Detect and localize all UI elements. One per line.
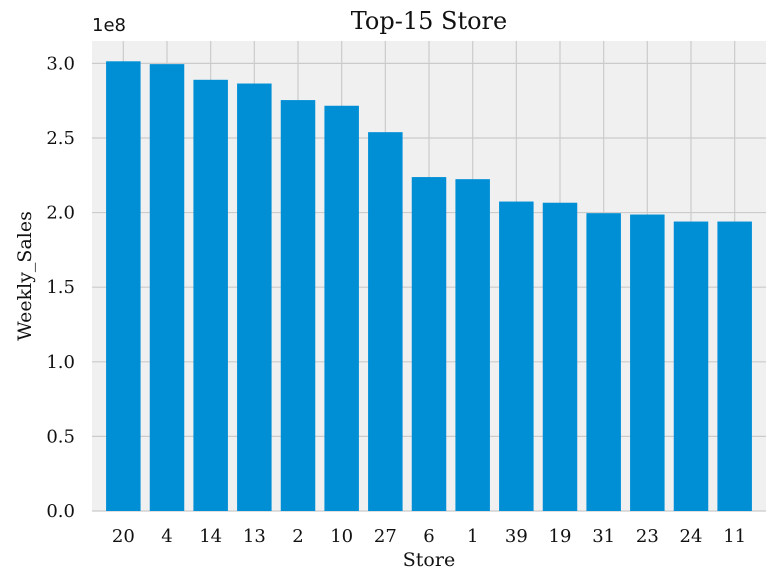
chart-title: Top-15 Store: [351, 7, 507, 35]
bar-store-31: [586, 213, 621, 511]
x-tick-label: 2: [292, 526, 303, 547]
y-axis-ticks: 0.0 0.5 1.0 1.5 2.0 2.5 3.0: [46, 53, 75, 522]
x-tick-label: 4: [161, 526, 172, 547]
bar-store-23: [630, 214, 665, 511]
bar-store-2: [280, 100, 316, 511]
x-axis-ticks: 20 4 14 13 2 10 27 6 1 39 19 31 23 24 11: [112, 526, 746, 547]
x-tick-label: 1: [467, 526, 478, 547]
x-tick-label: 24: [680, 526, 703, 547]
x-tick-label: 6: [423, 526, 434, 547]
bar-store-1: [455, 179, 490, 511]
y-tick-label: 2.5: [46, 128, 75, 149]
bar-store-10: [324, 105, 359, 511]
x-tick-label: 20: [112, 526, 135, 547]
bar-store-4: [149, 64, 185, 511]
x-tick-label: 19: [549, 526, 572, 547]
y-tick-label: 3.0: [46, 53, 75, 74]
bar-store-20: [106, 61, 141, 512]
y-tick-label: 1.5: [46, 277, 75, 298]
x-tick-label: 23: [636, 526, 659, 547]
bar-store-39: [499, 201, 534, 512]
x-tick-label: 11: [723, 526, 746, 547]
bars: [106, 61, 752, 512]
y-axis-offset-label: 1e8: [92, 15, 126, 36]
bar-store-11: [717, 221, 752, 512]
x-axis-label: Store: [403, 549, 455, 570]
y-axis-label: Weekly_Sales: [14, 211, 36, 341]
x-tick-label: 14: [199, 526, 222, 547]
x-tick-label: 10: [330, 526, 353, 547]
y-tick-label: 0.5: [46, 426, 75, 447]
y-tick-label: 1.0: [46, 352, 75, 373]
bar-store-6: [411, 177, 447, 512]
x-tick-label: 13: [243, 526, 266, 547]
x-tick-label: 31: [592, 526, 615, 547]
bar-store-14: [193, 79, 228, 512]
x-tick-label: 27: [374, 526, 397, 547]
x-tick-label: 39: [505, 526, 528, 547]
y-tick-label: 2.0: [46, 203, 75, 224]
bar-store-13: [237, 83, 272, 512]
bar-store-27: [368, 132, 403, 511]
y-tick-label: 0.0: [46, 501, 75, 522]
bar-store-24: [673, 221, 709, 512]
bar-store-19: [542, 202, 578, 511]
